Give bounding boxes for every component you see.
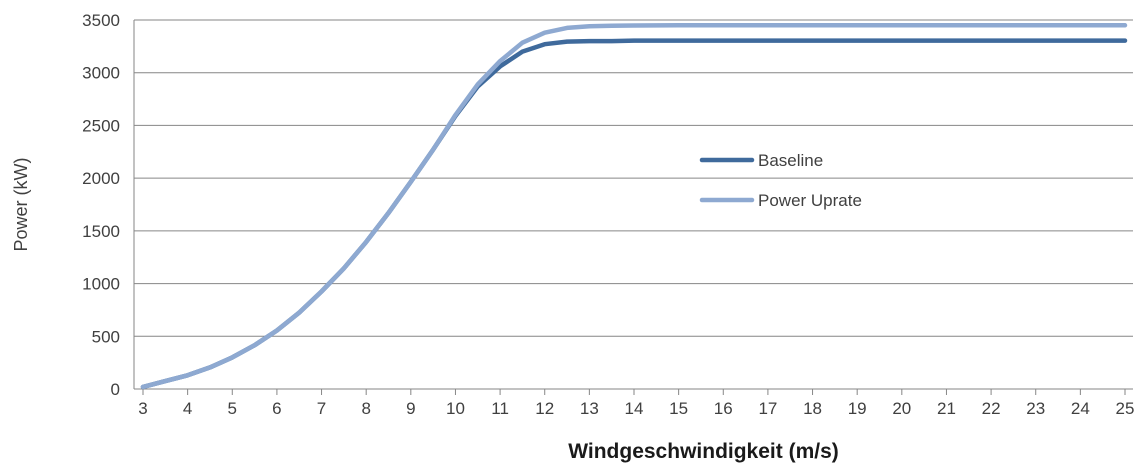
x-tick-label: 11 [491,399,509,418]
y-tick-label: 1500 [82,222,120,241]
legend-label: Baseline [758,151,823,170]
x-tick-label: 4 [183,399,192,418]
x-tick-label: 18 [803,399,822,418]
x-tick-label: 22 [982,399,1001,418]
gridlines [134,19,1133,337]
series-line-power-uprate [140,23,1128,390]
x-tick-label: 7 [317,399,326,418]
x-tick-label: 15 [669,399,688,418]
y-axis-label: Power (kW) [11,158,31,252]
x-tick-label: 24 [1071,399,1090,418]
x-tick-label: 6 [272,399,281,418]
y-tick-label: 500 [92,327,120,346]
x-axis-label: Windgeschwindigkeit (m/s) [568,440,839,463]
x-tick-label: 17 [758,399,777,418]
y-tick-labels: 0 500 1000 1500 2000 2500 3000 3500 [82,11,120,399]
x-tick-label: 5 [228,399,237,418]
y-tick-label: 2500 [82,116,120,135]
x-tick-label: 12 [535,399,554,418]
series-lines [140,23,1128,390]
legend-label: Power Uprate [758,191,862,210]
y-tick-label: 3500 [82,11,120,30]
x-tick-label: 25 [1116,399,1135,418]
y-tick-label: 0 [111,380,120,399]
legend: Baseline Power Uprate [699,151,862,210]
x-tick-label: 19 [848,399,867,418]
x-tick-labels: 3 4 5 6 7 8 9 10 11 12 13 14 15 16 17 18 19 20 21 22 23 24 25 [138,389,1134,418]
y-tick-label: 2000 [82,169,120,188]
x-tick-label: 14 [625,399,644,418]
y-tick-label: 1000 [82,275,120,294]
x-tick-label: 23 [1026,399,1045,418]
x-tick-label: 16 [714,399,733,418]
x-tick-label: 3 [138,399,147,418]
x-tick-label: 9 [406,399,415,418]
y-tick-label: 3000 [82,64,120,83]
x-tick-label: 10 [446,399,465,418]
x-tick-label: 21 [937,399,956,418]
x-tick-label: 8 [361,399,370,418]
series-line-baseline [140,38,1128,390]
x-tick-label: 20 [892,399,911,418]
x-tick-label: 13 [580,399,599,418]
